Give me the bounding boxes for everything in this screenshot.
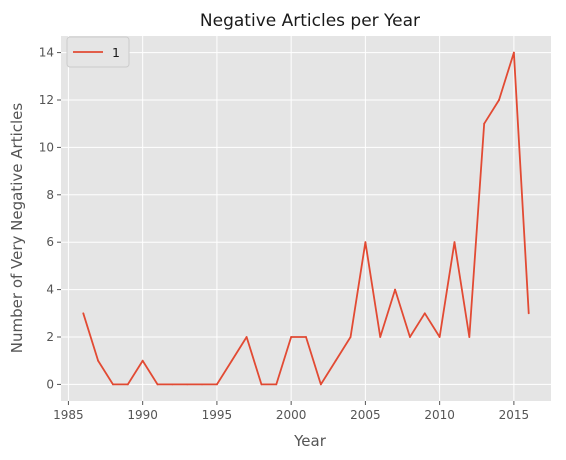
data-point (527, 312, 530, 315)
x-tick-label: 2005 (350, 408, 381, 422)
data-point (186, 383, 189, 386)
legend-label: 1 (112, 45, 120, 60)
data-point (112, 383, 114, 386)
data-point (349, 336, 352, 338)
data-point (438, 336, 441, 338)
y-tick-label: 8 (46, 188, 54, 202)
data-point (319, 383, 322, 386)
y-tick-label: 6 (46, 235, 54, 249)
data-point (245, 336, 248, 338)
data-point (364, 241, 367, 244)
x-tick-label: 1990 (127, 408, 158, 422)
data-point (201, 383, 203, 386)
grid (61, 36, 551, 401)
y-tick-label: 2 (46, 330, 54, 344)
data-point (171, 383, 174, 386)
x-tick-label: 1995 (202, 408, 233, 422)
x-axis-ticks: 1985 1990 1995 2000 2005 2010 2015 (53, 401, 529, 422)
data-point (468, 336, 471, 338)
data-point (97, 359, 100, 362)
data-point (423, 312, 426, 315)
data-point (156, 383, 159, 386)
y-tick-label: 0 (46, 377, 54, 391)
legend: 1 (66, 36, 130, 68)
data-point (483, 122, 486, 125)
data-point (230, 359, 233, 362)
data-point (453, 241, 456, 244)
data-point (409, 336, 411, 338)
data-point (498, 99, 500, 101)
data-point (334, 359, 337, 362)
y-axis-label: Number of Very Negative Articles (8, 103, 26, 354)
x-tick-label: 2000 (276, 408, 307, 422)
x-tick-label: 1985 (53, 408, 84, 422)
data-point (512, 51, 515, 54)
y-tick-label: 12 (39, 93, 54, 107)
y-tick-label: 4 (46, 283, 54, 297)
y-tick-label: 14 (39, 46, 54, 60)
x-tick-label: 2010 (424, 408, 455, 422)
data-point (82, 312, 85, 315)
data-point (126, 383, 129, 386)
x-tick-label: 2015 (499, 408, 530, 422)
data-point (379, 336, 382, 338)
data-point (394, 288, 396, 291)
x-axis-label: Year (293, 432, 327, 450)
series-layer (82, 51, 530, 386)
y-tick-label: 10 (39, 140, 54, 154)
data-point (141, 359, 144, 362)
chart-title: Negative Articles per Year (200, 11, 420, 31)
data-point (290, 336, 293, 338)
data-point (305, 336, 307, 338)
data-point (275, 383, 278, 386)
y-axis-ticks: 0 2 4 6 8 10 12 14 (39, 46, 61, 391)
data-point (216, 383, 218, 386)
data-point (260, 383, 263, 386)
